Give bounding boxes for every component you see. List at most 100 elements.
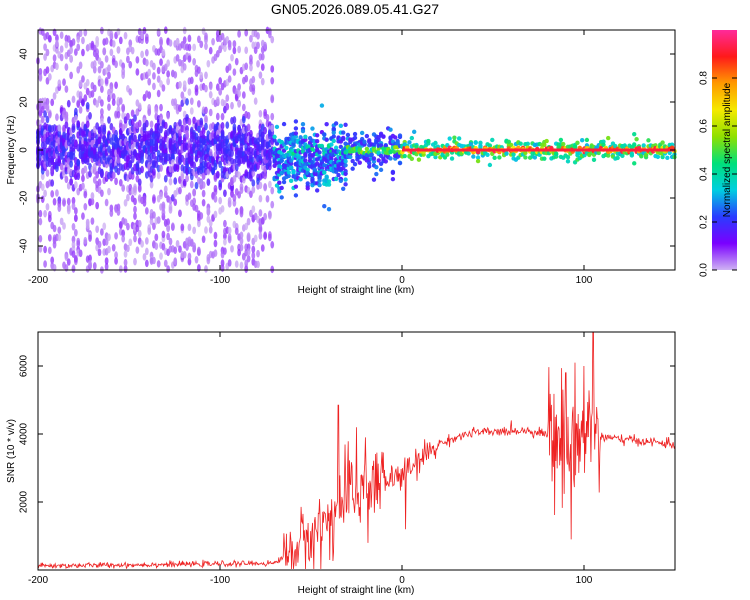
spectrogram-cell <box>218 77 223 85</box>
spectrogram-cell <box>317 178 322 183</box>
spectrogram-cell <box>62 199 66 207</box>
spectrogram-cell <box>73 207 78 215</box>
spectrogram-cell <box>258 209 263 217</box>
spectrogram-cell <box>180 223 185 232</box>
spectrogram-cell <box>73 181 78 189</box>
spectrogram-cell <box>667 150 672 156</box>
colorbar-ticks: 0.0 0.2 0.4 0.6 0.8 <box>699 71 737 277</box>
spectrogram-cell <box>81 75 85 83</box>
spectrogram-cell <box>189 97 194 106</box>
spectrogram-cell <box>64 253 69 261</box>
spectrogram-cell <box>123 258 128 267</box>
spectrogram-cell <box>241 103 246 112</box>
spectrogram-cell <box>246 248 251 256</box>
spectrogram-cell <box>338 178 344 184</box>
spectrogram-cell <box>128 39 133 47</box>
spectrogram-cell <box>291 169 296 174</box>
spectrogram-cell <box>341 186 346 191</box>
spectrogram-cell <box>251 179 256 187</box>
spectrogram-cell <box>187 192 192 200</box>
spectrogram-cell <box>182 80 187 88</box>
colorbar-tick-label: 0.0 <box>699 263 710 277</box>
spectrogram-cell <box>114 251 118 259</box>
spectrogram-cell <box>78 249 83 257</box>
spectrogram-cell <box>655 154 661 160</box>
spectrogram-cell <box>166 265 171 273</box>
spectrogram-cell <box>232 68 237 76</box>
spectrogram-cell <box>227 233 232 241</box>
spectrogram-cell <box>218 196 223 205</box>
spectrogram-cell <box>178 104 182 112</box>
spectrogram-cell <box>258 181 263 190</box>
spectrogram-cell <box>126 193 130 202</box>
spectrogram-cell <box>69 71 73 80</box>
spectrogram-cell <box>50 179 55 187</box>
spectrogram-cell <box>149 180 154 189</box>
spectrogram-cell <box>175 239 180 248</box>
spectrogram-cell <box>187 88 192 96</box>
spectrogram-cell <box>239 243 244 252</box>
spectrogram-cell <box>197 246 201 255</box>
spectrogram-cell <box>251 245 256 254</box>
spectrogram-cell <box>265 113 270 122</box>
spectrogram-cell <box>97 240 102 249</box>
spectrogram-cell <box>59 53 64 62</box>
spectrogram-cell <box>414 144 419 149</box>
spectrogram-cell <box>258 71 263 79</box>
spectrogram-cell <box>305 181 310 186</box>
spectrogram-cell <box>192 161 197 169</box>
spectrogram-cell <box>90 197 95 206</box>
spectrogram-cell <box>241 176 246 184</box>
spectrogram-cell <box>173 246 178 254</box>
spectrogram-cell <box>166 111 171 120</box>
spectrogram-cell <box>137 229 142 238</box>
spectrogram-cell <box>227 63 232 71</box>
spectrogram-cell <box>135 56 140 64</box>
spectrogram-cell <box>187 55 192 63</box>
spectrogram-cell <box>144 36 149 44</box>
spectrogram-cell <box>258 232 263 240</box>
spectrogram-cell <box>59 31 64 40</box>
spectrogram-cell <box>90 192 95 200</box>
spectrogram-cell <box>111 98 116 107</box>
spectrogram-cell <box>185 98 189 106</box>
spectrogram-cell <box>149 217 154 226</box>
spectrogram-cell <box>130 109 135 118</box>
spectrogram-cell <box>239 142 244 151</box>
spectrogram-cell <box>161 84 166 92</box>
spectrogram-cell <box>156 75 161 83</box>
spectrogram-cell <box>194 204 199 213</box>
spectrogram-cell <box>204 226 208 234</box>
spectrogram-cell <box>107 187 111 196</box>
snr-y-tick-label: 2000 <box>19 490 30 513</box>
spectrogram-cell <box>267 233 272 242</box>
spectrogram-cell <box>367 138 372 143</box>
spectrogram-cell <box>114 60 118 69</box>
spectrogram-cell <box>90 90 95 98</box>
spectrogram-cell <box>135 224 140 233</box>
spectrogram-cell <box>518 141 523 146</box>
spectrogram-cell <box>159 58 163 66</box>
spectrogram-cell <box>100 170 104 178</box>
spectrogram-cell <box>69 160 73 168</box>
spectrogram-cell <box>156 89 161 98</box>
spectrogram-cell <box>147 108 152 117</box>
spectrogram-cell <box>324 174 329 179</box>
spectrogram-cell <box>201 198 206 207</box>
spectrogram-cell <box>159 36 163 45</box>
snr-y-ticks: 2000 4000 6000 <box>19 354 675 513</box>
spectrogram-cell <box>253 97 258 105</box>
spectrogram-cell <box>133 257 137 266</box>
spectrogram-cell <box>52 54 57 62</box>
spectrogram-cell <box>185 174 189 183</box>
spectrogram-cell <box>147 91 152 100</box>
spectrogram-cell <box>532 155 538 160</box>
spectrogram-cell <box>263 171 268 180</box>
spectrogram-cell <box>156 66 161 75</box>
spectrogram-cell <box>187 43 192 52</box>
spectrogram-cell <box>206 178 211 186</box>
spectrogram-x-tick-label: -200 <box>28 275 48 286</box>
spectrogram-cell <box>192 43 197 52</box>
spectrogram-cell <box>260 77 265 86</box>
spectrogram-cell <box>116 28 121 36</box>
